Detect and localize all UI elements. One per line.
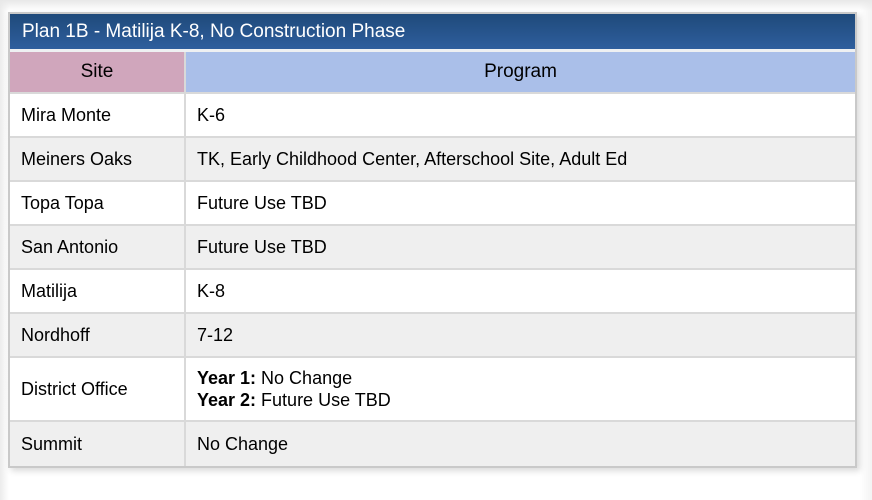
site-cell: Mira Monte xyxy=(10,94,186,138)
site-cell: Summit xyxy=(10,422,186,466)
site-cell: Meiners Oaks xyxy=(10,138,186,182)
column-header-program: Program xyxy=(186,52,855,94)
site-cell: District Office xyxy=(10,358,186,422)
year1-text: No Change xyxy=(256,368,353,388)
program-cell: Future Use TBD xyxy=(186,182,855,226)
program-cell: No Change xyxy=(186,422,855,466)
program-cell: Future Use TBD xyxy=(186,226,855,270)
year1-label: Year 1: xyxy=(197,368,257,388)
program-cell: Year 1: No Change Year 2: Future Use TBD xyxy=(186,358,855,422)
site-cell: Nordhoff xyxy=(10,314,186,358)
site-cell: San Antonio xyxy=(10,226,186,270)
program-cell: K-8 xyxy=(186,270,855,314)
table-row-topa-topa: Topa Topa Future Use TBD xyxy=(10,182,855,226)
site-cell: Matilija xyxy=(10,270,186,314)
program-cell: TK, Early Childhood Center, Afterschool … xyxy=(186,138,855,182)
program-line-year2: Year 2: Future Use TBD xyxy=(197,389,855,411)
table-row-nordhoff: Nordhoff 7-12 xyxy=(10,314,855,358)
table-row-matilija: Matilija K-8 xyxy=(10,270,855,314)
table-row-mira-monte: Mira Monte K-6 xyxy=(10,94,855,138)
site-cell: Topa Topa xyxy=(10,182,186,226)
plan-table: Plan 1B - Matilija K-8, No Construction … xyxy=(8,12,857,468)
table-row-summit: Summit No Change xyxy=(10,422,855,466)
program-cell: K-6 xyxy=(186,94,855,138)
program-cell: 7-12 xyxy=(186,314,855,358)
table-title: Plan 1B - Matilija K-8, No Construction … xyxy=(10,14,855,52)
program-line-year1: Year 1: No Change xyxy=(197,367,855,389)
year2-text: Future Use TBD xyxy=(256,390,391,410)
table-row-district-office: District Office Year 1: No Change Year 2… xyxy=(10,358,855,422)
table-title-row: Plan 1B - Matilija K-8, No Construction … xyxy=(10,14,855,52)
column-header-site: Site xyxy=(10,52,186,94)
table-row-meiners-oaks: Meiners Oaks TK, Early Childhood Center,… xyxy=(10,138,855,182)
table-row-san-antonio: San Antonio Future Use TBD xyxy=(10,226,855,270)
year2-label: Year 2: xyxy=(197,390,257,410)
table-header-row: Site Program xyxy=(10,52,855,94)
